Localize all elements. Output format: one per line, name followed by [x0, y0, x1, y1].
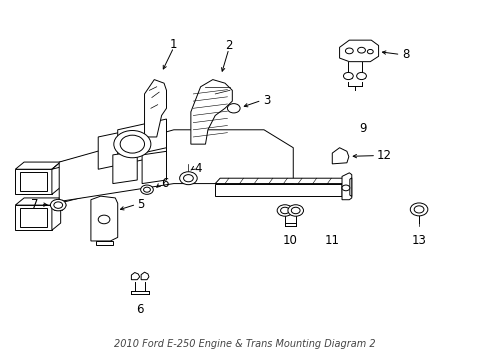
Polygon shape	[20, 208, 47, 227]
Text: 6: 6	[161, 177, 169, 190]
Polygon shape	[113, 151, 137, 184]
Text: 3: 3	[263, 94, 270, 107]
Polygon shape	[142, 151, 166, 184]
Polygon shape	[96, 241, 113, 244]
Polygon shape	[91, 196, 118, 241]
Polygon shape	[52, 198, 61, 230]
Text: 13: 13	[411, 234, 426, 247]
Circle shape	[120, 135, 144, 153]
Circle shape	[287, 205, 303, 216]
Polygon shape	[339, 40, 378, 62]
Circle shape	[54, 202, 62, 208]
Circle shape	[227, 104, 240, 113]
Circle shape	[291, 207, 300, 214]
Circle shape	[356, 72, 366, 80]
Circle shape	[366, 49, 372, 54]
Circle shape	[183, 175, 193, 182]
Circle shape	[409, 203, 427, 216]
Polygon shape	[52, 134, 171, 169]
Text: 2010 Ford E-250 Engine & Trans Mounting Diagram 2: 2010 Ford E-250 Engine & Trans Mounting …	[113, 338, 375, 348]
Text: 9: 9	[359, 122, 366, 135]
Polygon shape	[349, 178, 351, 197]
Circle shape	[343, 72, 352, 80]
Circle shape	[345, 48, 352, 54]
Text: 2: 2	[224, 39, 232, 52]
Polygon shape	[20, 172, 47, 192]
Circle shape	[341, 185, 349, 191]
Circle shape	[280, 207, 289, 214]
Circle shape	[50, 199, 66, 211]
Polygon shape	[118, 119, 166, 158]
Text: 4: 4	[194, 162, 202, 175]
Text: 12: 12	[376, 149, 391, 162]
Circle shape	[413, 206, 423, 213]
Polygon shape	[15, 162, 61, 169]
Text: 8: 8	[401, 48, 408, 61]
Polygon shape	[215, 184, 341, 196]
Circle shape	[143, 187, 150, 192]
Polygon shape	[341, 178, 346, 196]
Polygon shape	[141, 272, 149, 280]
Polygon shape	[15, 205, 52, 230]
Polygon shape	[59, 130, 293, 202]
Polygon shape	[144, 80, 166, 137]
Polygon shape	[98, 123, 166, 169]
Circle shape	[98, 215, 110, 224]
Polygon shape	[190, 80, 232, 144]
Circle shape	[179, 172, 197, 185]
Polygon shape	[15, 198, 61, 205]
Polygon shape	[15, 169, 52, 194]
Circle shape	[114, 131, 151, 158]
Text: 5: 5	[137, 198, 144, 211]
Polygon shape	[52, 169, 171, 205]
Polygon shape	[131, 273, 140, 280]
Text: 11: 11	[324, 234, 339, 247]
Polygon shape	[341, 173, 351, 200]
Text: 10: 10	[283, 234, 297, 247]
Text: 1: 1	[170, 38, 177, 51]
Polygon shape	[52, 162, 61, 194]
Text: 6: 6	[136, 303, 143, 316]
Circle shape	[277, 205, 292, 216]
Text: 7: 7	[31, 198, 39, 211]
Circle shape	[357, 47, 365, 53]
Polygon shape	[331, 148, 348, 164]
Polygon shape	[215, 178, 346, 184]
Circle shape	[141, 185, 153, 194]
